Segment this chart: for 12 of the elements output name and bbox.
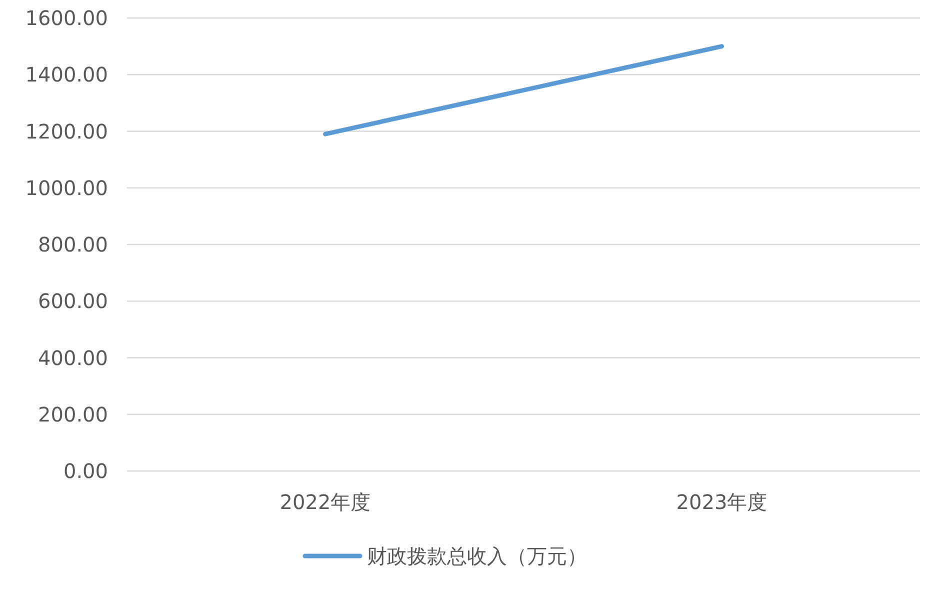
y-tick-label: 1400.00 [25,62,108,87]
x-tick-label: 2022年度 [280,490,371,514]
y-tick-label: 1200.00 [25,119,108,144]
legend-label: 财政拨款总收入（万元） [367,544,587,568]
y-tick-label: 1000.00 [25,176,108,200]
y-tick-label: 0.00 [63,459,108,483]
y-tick-label: 1600.00 [25,6,108,30]
y-tick-label: 400.00 [38,346,108,370]
y-tick-label: 600.00 [38,289,108,314]
x-tick-label: 2023年度 [676,490,768,514]
y-tick-label: 200.00 [38,402,108,426]
y-tick-label: 800.00 [38,232,108,256]
